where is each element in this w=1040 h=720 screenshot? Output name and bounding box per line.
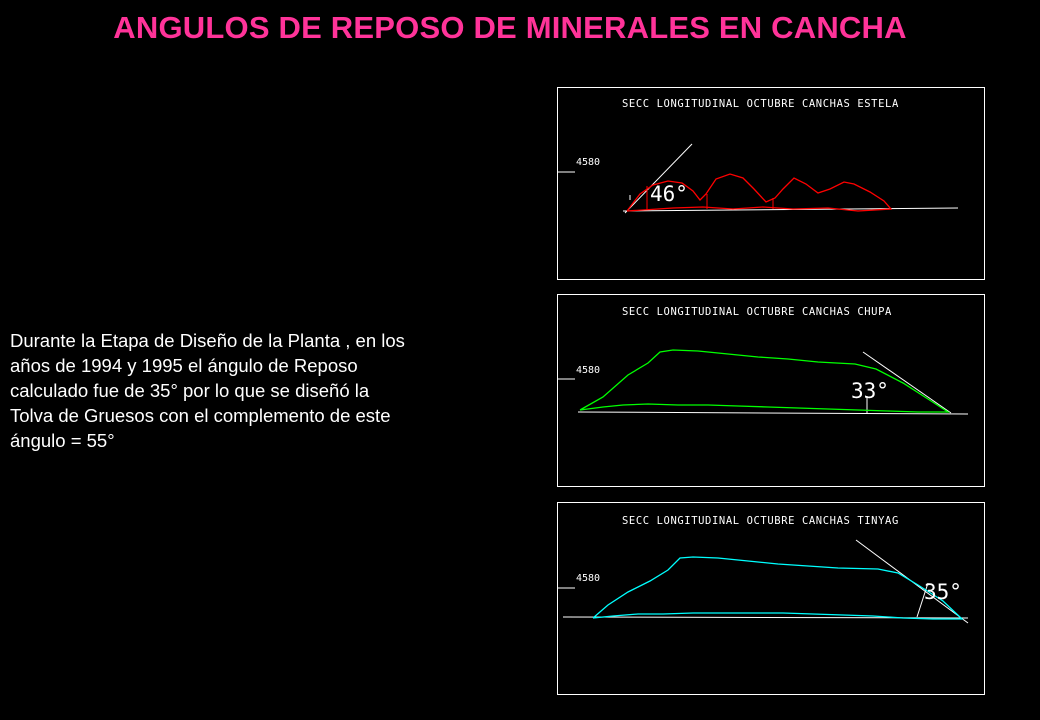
section-drawing-estela: SECC LONGITUDINAL OCTUBRE CANCHAS ESTELA… <box>558 98 959 214</box>
base-line <box>622 207 959 212</box>
elevation-label: 4580 <box>576 157 600 168</box>
stockpile-profile <box>579 349 951 413</box>
angle-label: 35° <box>924 580 962 604</box>
section-heading: SECC LONGITUDINAL OCTUBRE CANCHAS TINYAG <box>622 515 899 527</box>
angle-guide-line <box>624 143 693 214</box>
section-heading: SECC LONGITUDINAL OCTUBRE CANCHAS ESTELA <box>622 98 899 110</box>
description-line: Durante la Etapa de Diseño de la Planta … <box>10 330 405 351</box>
section-panel-estela: SECC LONGITUDINAL OCTUBRE CANCHAS ESTELA… <box>557 87 985 280</box>
description-line: calculado fue de 35° por lo que se diseñ… <box>10 380 370 401</box>
description-line: ángulo = 55° <box>10 430 115 451</box>
description-text: Durante la Etapa de Diseño de la Planta … <box>10 328 530 453</box>
angle-guide-line <box>862 351 952 414</box>
elevation-label: 4580 <box>576 365 600 376</box>
section-heading: SECC LONGITUDINAL OCTUBRE CANCHAS CHUPA <box>622 306 892 318</box>
section-drawing-chupa: SECC LONGITUDINAL OCTUBRE CANCHAS CHUPA … <box>558 306 969 415</box>
section-drawing-tinyag: SECC LONGITUDINAL OCTUBRE CANCHAS TINYAG… <box>558 515 969 624</box>
base-line <box>577 411 969 415</box>
description-line: Tolva de Gruesos con el complemento de e… <box>10 405 391 426</box>
stockpile-profile <box>592 556 964 620</box>
section-panel-chupa: SECC LONGITUDINAL OCTUBRE CANCHAS CHUPA … <box>557 294 985 487</box>
description-line: años de 1994 y 1995 el ángulo de Reposo <box>10 355 358 376</box>
page-title: ANGULOS DE REPOSO DE MINERALES EN CANCHA <box>113 10 907 45</box>
angle-label: 33° <box>851 379 889 403</box>
elevation-label: 4580 <box>576 573 600 584</box>
section-panel-tinyag: SECC LONGITUDINAL OCTUBRE CANCHAS TINYAG… <box>557 502 985 695</box>
angle-label: 46° <box>650 182 688 206</box>
